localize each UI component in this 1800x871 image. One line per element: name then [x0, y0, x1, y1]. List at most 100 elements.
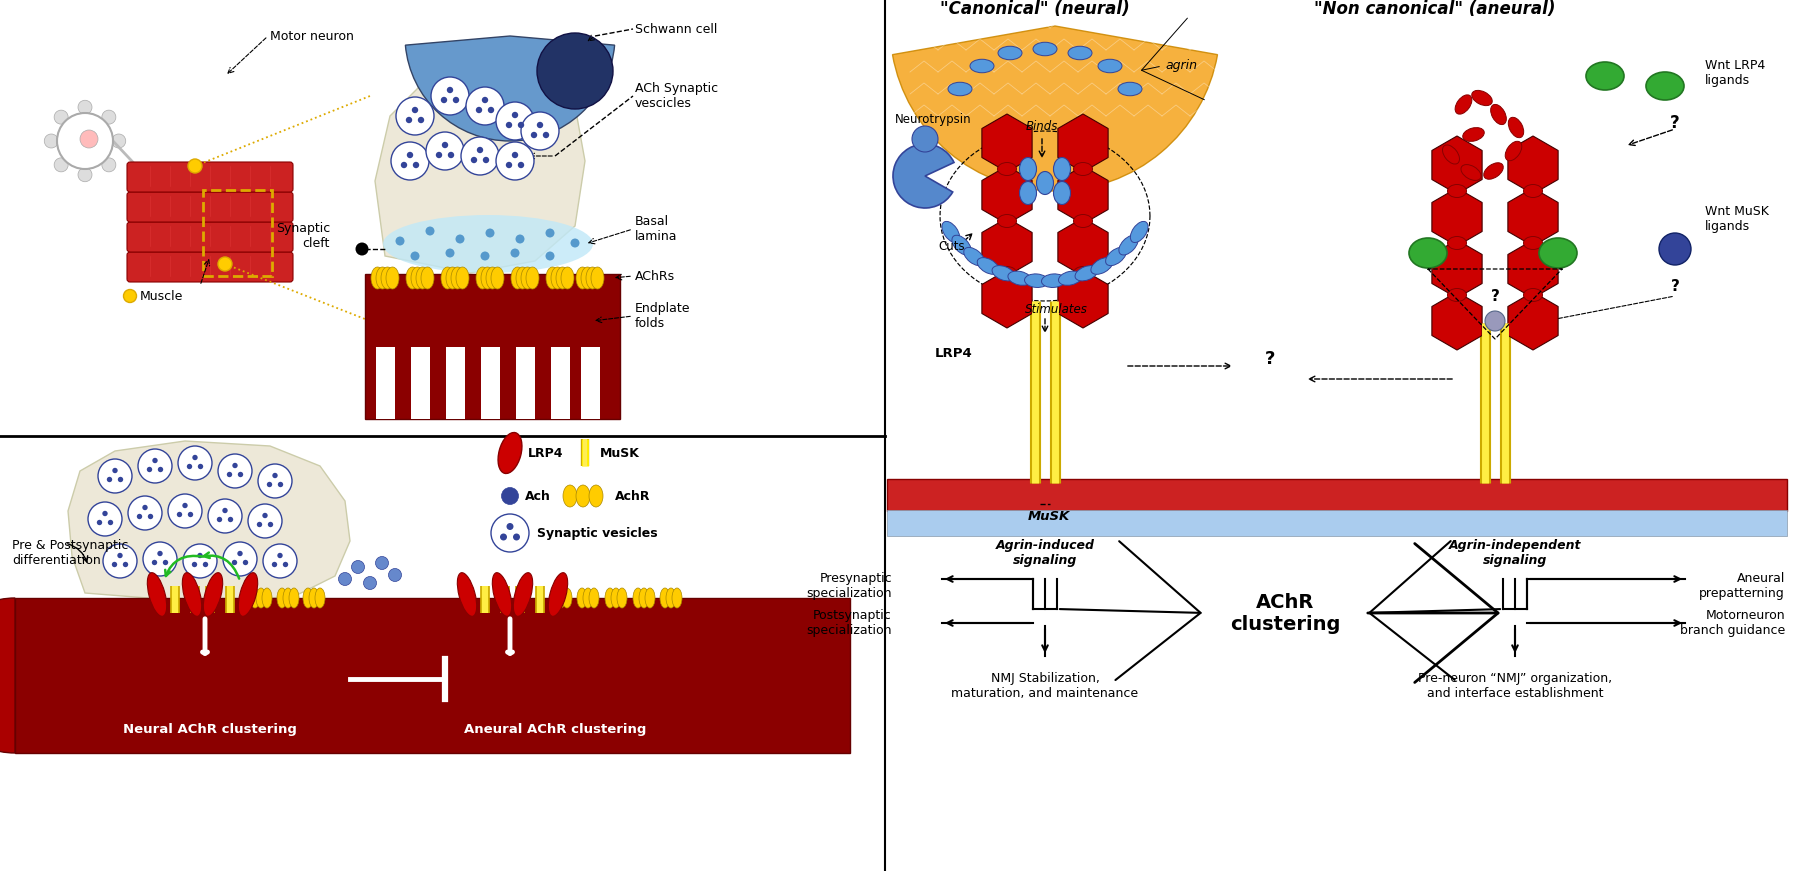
Ellipse shape [587, 267, 599, 289]
Polygon shape [374, 56, 585, 273]
Ellipse shape [383, 215, 592, 273]
Circle shape [448, 152, 454, 159]
Circle shape [232, 463, 238, 469]
Ellipse shape [1073, 214, 1093, 227]
Circle shape [1485, 311, 1505, 331]
Ellipse shape [250, 588, 259, 608]
Text: Pre-neuron “NMJ” organization,
and interface establishment: Pre-neuron “NMJ” organization, and inter… [1418, 672, 1613, 700]
Ellipse shape [1091, 258, 1112, 274]
Circle shape [103, 110, 115, 125]
Ellipse shape [1058, 271, 1082, 286]
Circle shape [263, 513, 268, 518]
Circle shape [108, 520, 113, 525]
Circle shape [531, 132, 536, 138]
Ellipse shape [441, 267, 454, 289]
Ellipse shape [277, 588, 286, 608]
Circle shape [157, 550, 162, 557]
Circle shape [277, 553, 283, 558]
Circle shape [520, 112, 560, 150]
Text: Ach: Ach [526, 490, 551, 503]
Text: Wnt MuSK
ligands: Wnt MuSK ligands [1705, 205, 1769, 233]
Ellipse shape [1447, 237, 1467, 249]
Circle shape [124, 289, 137, 302]
Circle shape [198, 463, 203, 469]
Circle shape [545, 228, 554, 238]
Circle shape [238, 550, 243, 557]
Ellipse shape [578, 588, 587, 608]
Ellipse shape [589, 485, 603, 507]
Text: ?: ? [1265, 350, 1274, 368]
Ellipse shape [1490, 105, 1507, 125]
Ellipse shape [486, 267, 499, 289]
Circle shape [248, 504, 283, 538]
Ellipse shape [941, 221, 959, 242]
Ellipse shape [1645, 72, 1685, 100]
Text: ACh Synaptic
vescicles: ACh Synaptic vescicles [635, 82, 718, 110]
Ellipse shape [1508, 118, 1523, 138]
Ellipse shape [1462, 165, 1481, 180]
Ellipse shape [970, 59, 994, 73]
Text: MuSK: MuSK [599, 447, 639, 460]
Circle shape [536, 33, 614, 109]
Circle shape [257, 522, 263, 527]
Ellipse shape [590, 267, 605, 289]
Circle shape [187, 159, 202, 173]
Ellipse shape [475, 267, 490, 289]
Ellipse shape [949, 82, 972, 96]
Ellipse shape [963, 247, 985, 266]
Text: Muscle: Muscle [140, 289, 184, 302]
Ellipse shape [256, 588, 266, 608]
Polygon shape [1431, 292, 1481, 350]
Ellipse shape [551, 588, 560, 608]
Circle shape [513, 534, 520, 541]
Ellipse shape [263, 588, 272, 608]
Ellipse shape [952, 235, 972, 255]
Ellipse shape [1447, 288, 1467, 301]
Ellipse shape [576, 485, 590, 507]
Circle shape [221, 508, 227, 513]
FancyBboxPatch shape [887, 510, 1787, 536]
Ellipse shape [1472, 91, 1492, 105]
Circle shape [198, 553, 203, 558]
Ellipse shape [589, 588, 599, 608]
Circle shape [187, 512, 193, 517]
Circle shape [410, 252, 419, 260]
Circle shape [184, 544, 218, 578]
Wedge shape [405, 36, 614, 141]
Ellipse shape [661, 588, 670, 608]
Circle shape [137, 514, 142, 519]
Circle shape [913, 126, 938, 152]
Ellipse shape [1019, 181, 1037, 205]
Circle shape [427, 132, 464, 170]
Polygon shape [1431, 240, 1481, 298]
Ellipse shape [1019, 158, 1037, 180]
Ellipse shape [1024, 273, 1048, 287]
Circle shape [266, 482, 272, 487]
Circle shape [58, 113, 113, 169]
Ellipse shape [563, 485, 578, 507]
Ellipse shape [1586, 62, 1624, 90]
Circle shape [497, 102, 535, 140]
Circle shape [79, 130, 97, 148]
Ellipse shape [1442, 145, 1460, 164]
Circle shape [441, 142, 448, 148]
Text: Pre & Postsynaptic
differentiation: Pre & Postsynaptic differentiation [13, 539, 128, 567]
Circle shape [455, 234, 464, 244]
Ellipse shape [499, 433, 522, 474]
Polygon shape [981, 218, 1031, 276]
Circle shape [187, 463, 193, 469]
Text: Aneural AChR clustering: Aneural AChR clustering [464, 723, 646, 735]
Text: Neural AChR clustering: Neural AChR clustering [122, 723, 297, 735]
Text: ?: ? [1490, 288, 1499, 303]
Circle shape [283, 562, 288, 567]
Circle shape [45, 134, 58, 148]
Ellipse shape [382, 267, 394, 289]
Text: MuSK: MuSK [1028, 510, 1071, 523]
Polygon shape [1508, 188, 1559, 246]
Circle shape [232, 560, 238, 565]
Ellipse shape [446, 267, 459, 289]
Circle shape [176, 512, 182, 517]
Circle shape [218, 257, 232, 271]
Ellipse shape [455, 267, 470, 289]
Circle shape [446, 248, 454, 258]
